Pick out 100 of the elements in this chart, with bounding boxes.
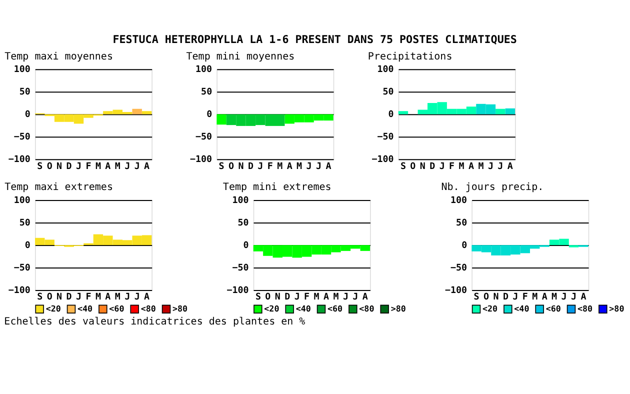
x-tick-label: N: [238, 160, 244, 172]
x-tick-label: J: [258, 160, 264, 172]
x-tick-label: O: [410, 160, 416, 172]
chart-title: Temp maxi extremes: [4, 182, 113, 194]
x-tick-label: N: [56, 160, 62, 172]
x-tick-label: D: [66, 160, 72, 172]
y-tick-label: 50: [238, 218, 249, 228]
legend-label: <60: [546, 304, 561, 314]
x-tick-label: J: [124, 292, 130, 303]
y-tick-label: −100: [8, 154, 30, 166]
x-tick-label: S: [37, 160, 43, 172]
x-tick-label: M: [552, 292, 558, 303]
x-tick-label: O: [46, 292, 53, 303]
y-tick-label: −50: [14, 132, 30, 143]
x-tick-label: J: [570, 292, 577, 303]
x-tick-label: A: [468, 160, 474, 172]
x-tick-label: J: [294, 292, 300, 303]
bar: [398, 111, 408, 114]
chart-title: Nb. jours precip.: [441, 182, 544, 194]
legend-label: <80: [140, 304, 156, 314]
x-tick-label: D: [430, 160, 436, 172]
y-tick-label: 50: [19, 218, 30, 228]
x-tick-label: O: [483, 292, 490, 303]
x-tick-label: N: [274, 292, 280, 303]
x-tick-label: J: [342, 292, 348, 303]
x-tick-label: M: [296, 160, 303, 172]
y-tick-label: 50: [201, 86, 212, 98]
x-tick-label: M: [114, 160, 121, 172]
x-tick-label: A: [286, 160, 293, 172]
x-tick-label: A: [323, 292, 330, 303]
legend-label: <80: [359, 304, 374, 314]
y-tick-label: −50: [450, 262, 468, 274]
x-tick-label: J: [498, 160, 504, 172]
x-tick-label: S: [474, 292, 480, 303]
x-tick-label: N: [493, 292, 499, 303]
y-tick-label: −100: [445, 285, 468, 296]
chart-title: Temp mini extremes: [222, 182, 332, 194]
x-tick-label: A: [542, 292, 548, 303]
x-tick-label: S: [400, 160, 406, 172]
y-tick-label: 100: [196, 64, 212, 76]
y-tick-label: 0: [462, 240, 468, 251]
x-tick-label: M: [532, 292, 538, 303]
x-tick-label: D: [248, 160, 254, 172]
x-tick-label: F: [522, 292, 528, 303]
x-tick-label: S: [37, 292, 43, 303]
y-tick-label: 100: [14, 64, 30, 76]
x-tick-label: A: [362, 292, 368, 303]
x-tick-label: J: [306, 160, 312, 172]
y-tick-label: 100: [232, 195, 249, 206]
x-tick-label: J: [76, 292, 82, 303]
y-tick-label: −50: [196, 132, 212, 143]
bar: [505, 108, 515, 114]
x-tick-label: S: [255, 292, 261, 303]
y-tick-label: −50: [14, 262, 30, 274]
legend-label: >80: [390, 304, 406, 314]
y-tick-label: 50: [19, 86, 30, 98]
legend-label: <40: [78, 304, 93, 314]
legend-label: <80: [578, 304, 593, 314]
x-tick-label: O: [228, 160, 234, 172]
x-tick-label: N: [420, 160, 426, 172]
x-tick-label: A: [326, 160, 332, 172]
x-tick-label: D: [284, 292, 291, 303]
x-tick-label: F: [267, 160, 273, 172]
text: Echelles des valeurs indicatrices des plantes en %: [4, 316, 306, 328]
legend-label: <40: [296, 304, 311, 314]
legend-label: <60: [328, 304, 343, 314]
x-tick-label: M: [95, 292, 102, 303]
y-tick-label: 100: [450, 195, 468, 206]
x-tick-label: A: [580, 292, 587, 303]
y-tick-label: 100: [14, 195, 30, 206]
x-tick-label: F: [304, 292, 310, 303]
x-tick-label: M: [95, 160, 102, 172]
x-tick-label: S: [218, 160, 224, 172]
x-tick-label: A: [507, 160, 514, 172]
x-tick-label: J: [488, 160, 494, 172]
x-tick-label: J: [134, 160, 140, 172]
x-tick-label: A: [144, 292, 150, 303]
chart-title: Precipitations: [368, 51, 452, 62]
legend-label: >80: [172, 304, 188, 314]
x-tick-label: D: [502, 292, 509, 303]
x-tick-label: D: [66, 292, 72, 303]
bar: [496, 108, 506, 114]
x-tick-label: J: [134, 292, 140, 303]
x-tick-label: J: [76, 160, 82, 172]
y-tick-label: 0: [243, 240, 249, 251]
x-tick-label: F: [449, 160, 455, 172]
legend-label: <20: [46, 304, 61, 314]
x-tick-label: J: [512, 292, 518, 303]
y-tick-label: 0: [24, 109, 30, 120]
legend-label: <20: [264, 304, 280, 314]
y-tick-label: −50: [232, 262, 249, 274]
y-tick-label: −100: [8, 285, 30, 296]
x-tick-label: J: [124, 160, 130, 172]
x-tick-label: J: [316, 160, 322, 172]
x-tick-label: A: [105, 292, 112, 303]
legend-label: >80: [609, 304, 624, 314]
legend-label: <40: [514, 304, 530, 314]
y-tick-label: 50: [382, 86, 394, 98]
x-tick-label: A: [144, 160, 150, 172]
x-tick-label: M: [478, 160, 484, 172]
